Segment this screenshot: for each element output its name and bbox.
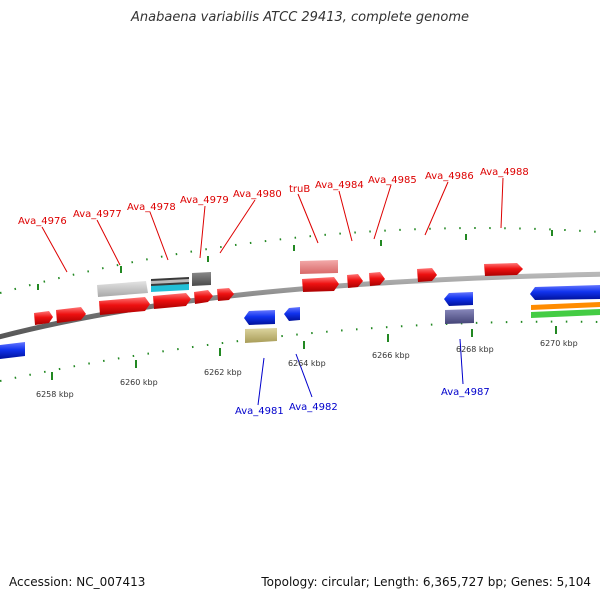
cds-ava-4988[interactable] — [484, 263, 523, 276]
cds-left-reverse[interactable] — [0, 342, 25, 359]
scale-label-6270: 6270 kbp — [540, 339, 578, 348]
gene-ava-4987[interactable] — [445, 309, 474, 324]
scale-label-6258: 6258 kbp — [36, 390, 74, 399]
gene-ava-4977[interactable] — [97, 281, 148, 297]
forward-label-leaders — [41, 177, 504, 273]
gene-right-green[interactable] — [531, 309, 600, 318]
cds-ava-4979[interactable] — [153, 293, 191, 309]
cds-ava-4977[interactable] — [56, 307, 86, 323]
label-ava-4981: Ava_4981 — [235, 406, 284, 417]
forward-major-ticks — [37, 230, 553, 290]
label-ava-4980: Ava_4980 — [233, 189, 282, 200]
cds-ava-4981[interactable] — [244, 310, 275, 325]
cds-ava-4976[interactable] — [34, 311, 53, 325]
genome-backbone — [0, 271, 600, 340]
gene-ava-4981[interactable] — [245, 328, 277, 343]
cds-trub[interactable] — [302, 277, 339, 292]
scale-label-6262: 6262 kbp — [204, 368, 242, 377]
forward-tick-track — [0, 227, 600, 294]
cds-ava-4987[interactable] — [444, 292, 473, 306]
label-ava-4978: Ava_4978 — [127, 202, 176, 213]
label-ava-4985: Ava_4985 — [368, 175, 417, 186]
reverse-label-leaders — [257, 338, 464, 406]
cds-ava-4984[interactable] — [347, 274, 363, 288]
label-ava-4976: Ava_4976 — [18, 216, 67, 227]
scale-label-6260: 6260 kbp — [120, 378, 158, 387]
scale-label-6268: 6268 kbp — [456, 345, 494, 354]
forward-gene-features — [97, 260, 338, 297]
cds-ava-4985[interactable] — [369, 272, 385, 286]
label-ava-4977: Ava_4977 — [73, 209, 122, 220]
label-ava-4986: Ava_4986 — [425, 171, 474, 182]
gene-trub[interactable] — [300, 260, 338, 274]
cds-right-reverse[interactable] — [530, 285, 600, 300]
gene-ava-4978-cyan — [151, 284, 189, 292]
cds-ava-4980b[interactable] — [217, 288, 234, 301]
label-trub: truB — [289, 184, 310, 195]
gene-ava-4979[interactable] — [192, 272, 211, 286]
scale-label-6266: 6266 kbp — [372, 351, 410, 360]
label-ava-4987: Ava_4987 — [441, 387, 490, 398]
reverse-cds-features — [0, 285, 600, 359]
reverse-major-ticks — [51, 326, 557, 380]
cds-ava-4986[interactable] — [417, 268, 437, 282]
cds-ava-4982[interactable] — [284, 307, 300, 321]
label-ava-4988: Ava_4988 — [480, 167, 529, 178]
page-title: Anabaena variabilis ATCC 29413, complete… — [131, 10, 469, 25]
gene-right-orange[interactable] — [531, 302, 600, 310]
label-ava-4979: Ava_4979 — [180, 195, 229, 206]
reverse-tick-track — [0, 320, 600, 382]
accession-text: Accession: NC_007413 — [9, 575, 146, 589]
forward-cds-features — [34, 263, 523, 325]
gene-ava-4978-band — [151, 279, 189, 284]
cds-ava-4980[interactable] — [194, 290, 213, 304]
scale-label-6264: 6264 kbp — [288, 359, 326, 368]
reverse-gene-features — [245, 302, 600, 343]
label-ava-4984: Ava_4984 — [315, 180, 364, 191]
cds-ava-4978[interactable] — [99, 297, 150, 315]
genome-stats-text: Topology: circular; Length: 6,365,727 bp… — [261, 575, 591, 589]
label-ava-4982: Ava_4982 — [289, 402, 338, 413]
